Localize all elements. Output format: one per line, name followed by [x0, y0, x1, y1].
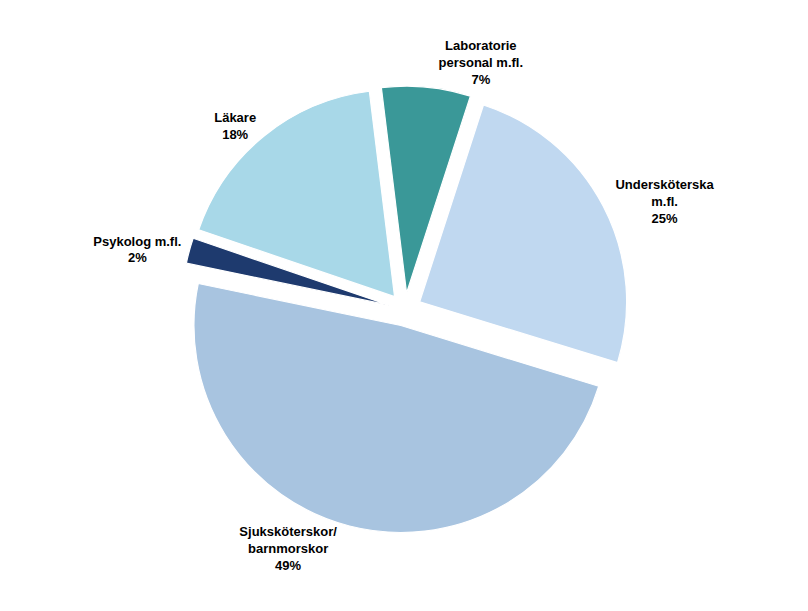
svg-text:Läkare18%: Läkare18% — [214, 110, 256, 142]
svg-text:Sjuksköterskor/barnmorskor49%: Sjuksköterskor/barnmorskor49% — [239, 524, 337, 573]
svg-text:Laboratoriepersonal m.fl.7%: Laboratoriepersonal m.fl.7% — [439, 38, 524, 87]
svg-text:Psykolog m.fl.2%: Psykolog m.fl.2% — [93, 234, 181, 266]
svg-text:Undersköterskam.fl.25%: Undersköterskam.fl.25% — [615, 177, 714, 226]
